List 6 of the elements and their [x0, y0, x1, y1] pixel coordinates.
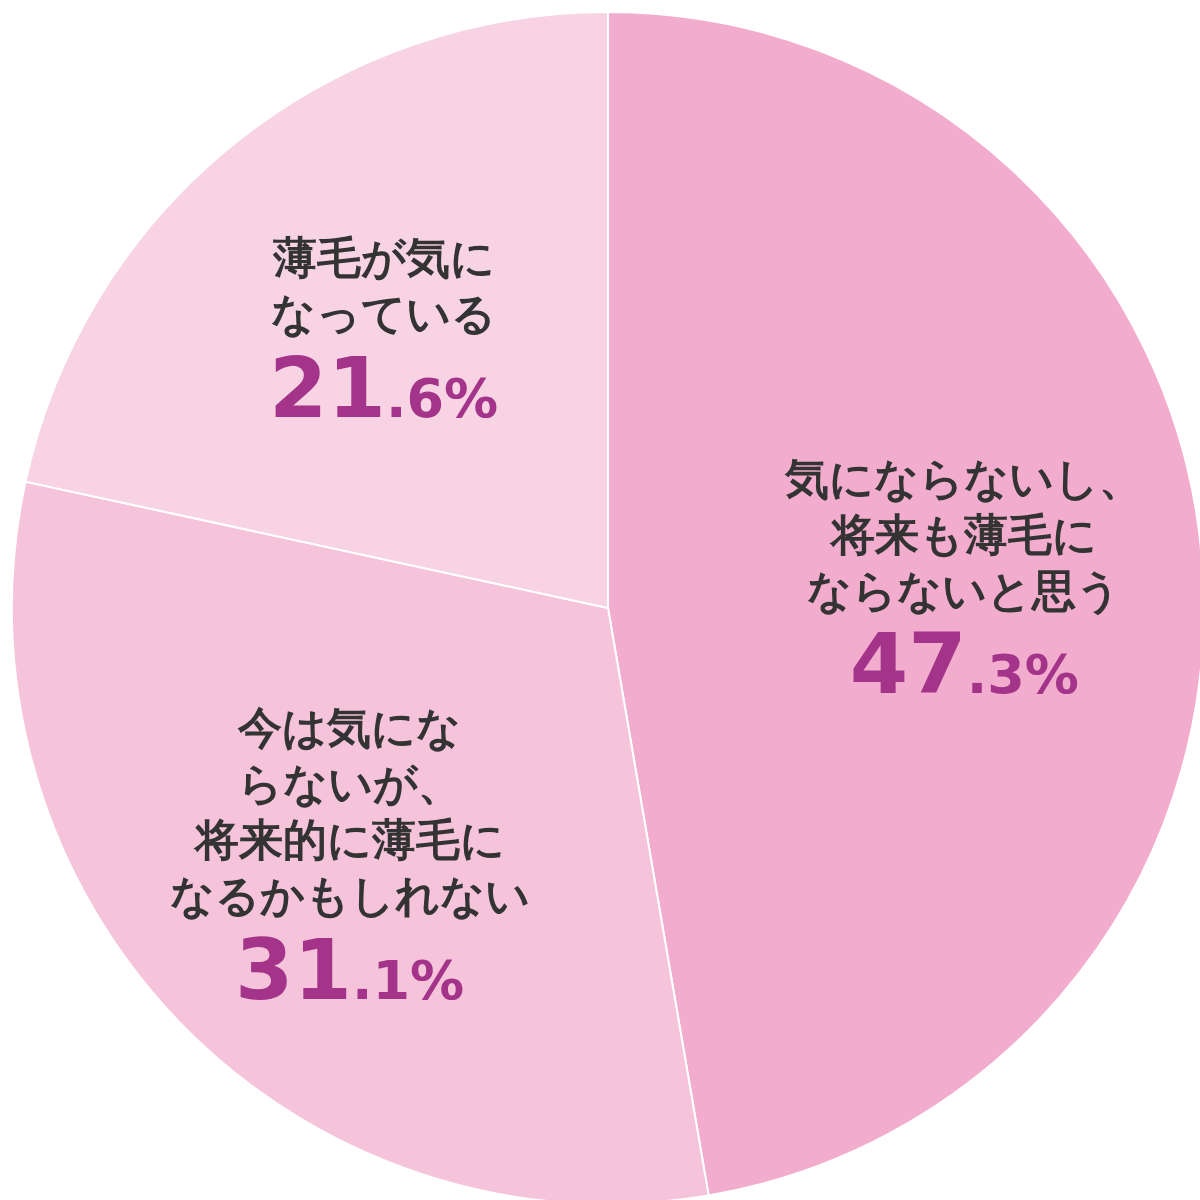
- slice-label: 薄毛が気になっている: [271, 232, 497, 340]
- slice-label: 気にならないし、将来も薄毛にならないと思う: [784, 452, 1144, 616]
- slice-label: 今は気にならないが、将来的に薄毛になるかもしれない: [169, 702, 530, 922]
- data-label: 21.6%: [268, 339, 499, 438]
- data-label: 31.1%: [235, 920, 465, 1019]
- data-label: 47.3%: [849, 615, 1079, 714]
